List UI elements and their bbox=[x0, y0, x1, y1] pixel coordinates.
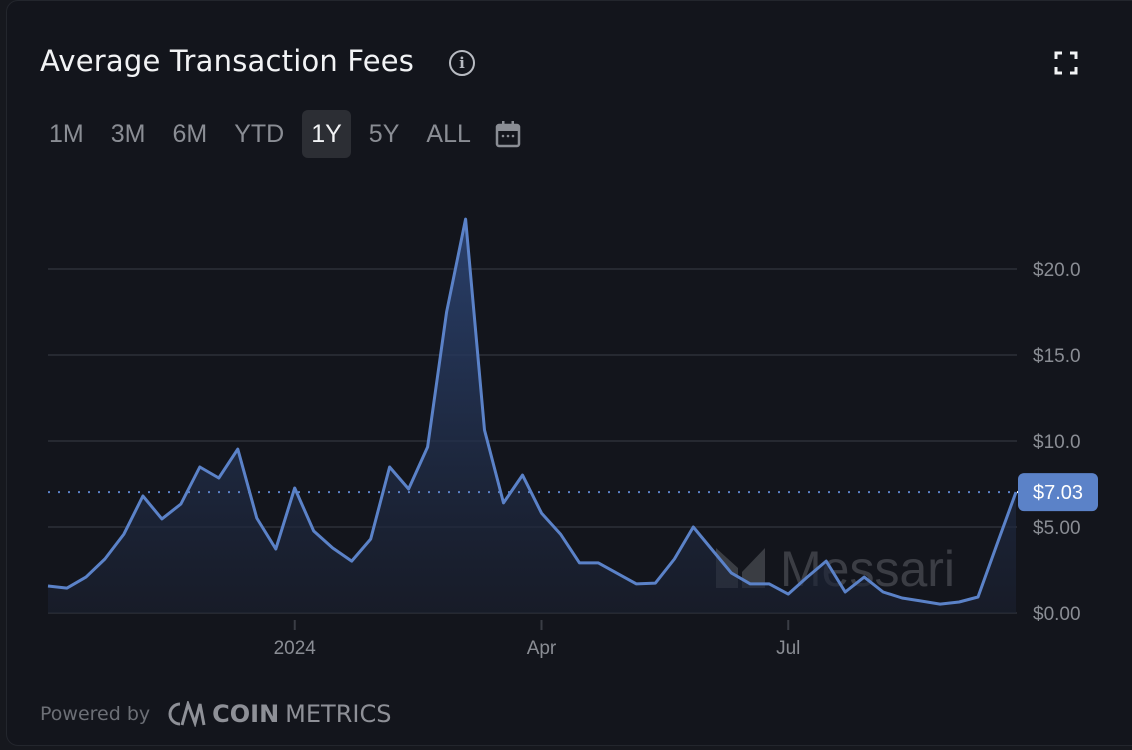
time-range-tabs: 1M 3M 6M YTD 1Y 5Y ALL bbox=[40, 110, 523, 158]
tab-3m[interactable]: 3M bbox=[110, 120, 146, 148]
x-tick-label: 2024 bbox=[274, 638, 317, 659]
tab-ytd[interactable]: YTD bbox=[234, 120, 285, 148]
tab-5y[interactable]: 5Y bbox=[368, 120, 400, 148]
tab-1m[interactable]: 1M bbox=[49, 120, 84, 148]
chart-card bbox=[6, 0, 1132, 746]
current-value-badge: $7.03 bbox=[1017, 473, 1098, 512]
brand-bold: COIN bbox=[212, 700, 280, 728]
coinmetrics-logo-icon bbox=[168, 701, 206, 727]
tab-all[interactable]: ALL bbox=[426, 120, 471, 148]
fullscreen-icon[interactable] bbox=[1054, 51, 1078, 75]
x-tick-label: Jul bbox=[776, 638, 800, 659]
brand-light: METRICS bbox=[285, 700, 392, 728]
series-line bbox=[47, 217, 1018, 606]
y-tick-label: $5.00 bbox=[1033, 518, 1081, 539]
x-tick-label: Apr bbox=[527, 638, 557, 659]
y-tick-label: $10.0 bbox=[1033, 432, 1081, 453]
y-tick-label: $15.0 bbox=[1033, 346, 1081, 367]
y-tick-label: $20.0 bbox=[1033, 260, 1081, 281]
tab-1y[interactable]: 1Y bbox=[302, 110, 351, 158]
area-fill bbox=[48, 219, 1016, 613]
chart-title: Average Transaction Fees bbox=[40, 44, 415, 78]
info-circle-icon[interactable]: i bbox=[449, 50, 475, 76]
fee-chart: Messari $0.00$5.00$10.0$15.0$20.0 2024 Ap… bbox=[47, 217, 1098, 659]
powered-by-label: Powered by bbox=[40, 703, 151, 725]
calendar-icon[interactable] bbox=[495, 110, 523, 158]
coinmetrics-logo[interactable]: COIN METRICS bbox=[166, 700, 391, 728]
current-value-label: $7.03 bbox=[1033, 482, 1083, 504]
y-tick-label: $0.00 bbox=[1033, 604, 1081, 625]
footer: Powered by COIN METRICS bbox=[40, 700, 391, 728]
tab-6m[interactable]: 6M bbox=[172, 120, 208, 148]
